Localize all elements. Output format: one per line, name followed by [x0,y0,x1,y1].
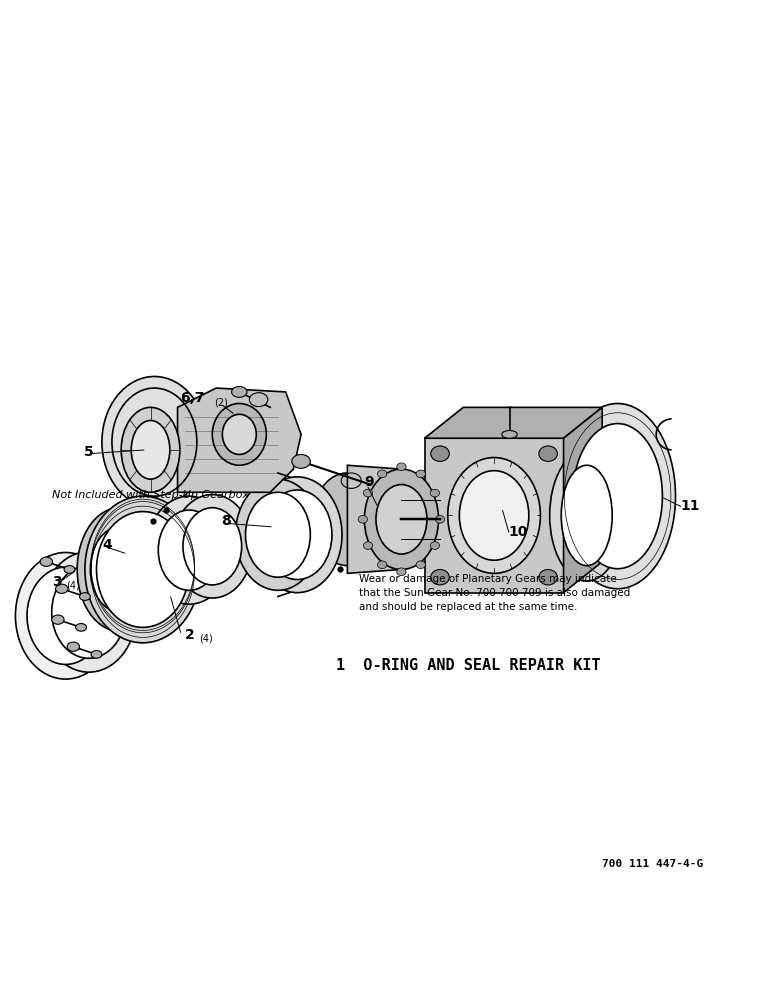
Text: 5: 5 [83,445,93,459]
Ellipse shape [378,561,387,569]
Ellipse shape [147,496,232,604]
Ellipse shape [76,624,86,631]
Text: (4): (4) [199,633,213,643]
Ellipse shape [358,515,367,523]
Ellipse shape [431,569,449,585]
Ellipse shape [91,651,102,658]
Ellipse shape [435,515,445,523]
Text: Wear or damage of Planetary Gears may indicate
that the Sun Gear No. 700 700 709: Wear or damage of Planetary Gears may in… [359,574,630,612]
Ellipse shape [364,489,373,497]
Ellipse shape [90,527,149,612]
Ellipse shape [96,512,189,627]
Ellipse shape [56,584,68,593]
Ellipse shape [573,424,662,569]
Ellipse shape [41,552,137,672]
Ellipse shape [397,463,406,471]
Ellipse shape [222,414,256,454]
Text: 4: 4 [102,538,112,552]
FancyBboxPatch shape [425,438,564,593]
Text: 2: 2 [185,628,195,642]
Ellipse shape [212,403,266,465]
Ellipse shape [431,446,449,461]
Ellipse shape [416,561,425,569]
Ellipse shape [262,490,332,580]
Polygon shape [178,388,301,492]
Ellipse shape [102,376,207,508]
Ellipse shape [448,458,540,573]
Text: 1  O-RING AND SEAL REPAIR KIT: 1 O-RING AND SEAL REPAIR KIT [336,658,601,673]
Ellipse shape [27,567,104,664]
Ellipse shape [67,642,80,651]
Polygon shape [120,496,143,643]
Text: 8: 8 [222,514,232,528]
Ellipse shape [235,479,320,590]
Text: Not Included with Step-Up Gearbox: Not Included with Step-Up Gearbox [52,490,249,500]
Ellipse shape [131,420,170,479]
Ellipse shape [539,569,557,585]
Ellipse shape [172,495,252,598]
Ellipse shape [430,489,439,497]
Ellipse shape [232,387,247,397]
Ellipse shape [249,393,268,407]
Ellipse shape [376,485,427,554]
Ellipse shape [364,542,373,549]
Ellipse shape [560,403,676,589]
Text: 6,7: 6,7 [180,391,205,405]
Text: (2): (2) [215,398,229,408]
Ellipse shape [539,446,557,461]
Ellipse shape [64,566,75,573]
Ellipse shape [52,566,126,658]
Polygon shape [347,465,401,573]
Polygon shape [425,407,602,438]
Ellipse shape [77,508,162,631]
Ellipse shape [80,593,90,600]
Ellipse shape [245,492,310,577]
Ellipse shape [313,473,382,566]
Ellipse shape [15,552,116,679]
Ellipse shape [121,407,180,492]
Ellipse shape [561,465,612,566]
Ellipse shape [550,450,624,581]
Ellipse shape [158,510,220,590]
Ellipse shape [416,470,425,478]
Ellipse shape [52,615,64,624]
Text: 3: 3 [52,575,62,589]
Ellipse shape [459,471,529,560]
Text: 700 111 447-4-G: 700 111 447-4-G [602,859,703,869]
Ellipse shape [40,557,52,566]
Ellipse shape [183,508,242,585]
Polygon shape [564,407,602,593]
Ellipse shape [292,454,310,468]
Text: (4): (4) [66,581,80,591]
Ellipse shape [252,477,342,593]
Ellipse shape [430,542,439,549]
Text: 11: 11 [681,499,700,513]
Ellipse shape [364,469,438,569]
Text: 10: 10 [508,525,527,539]
Ellipse shape [502,431,517,438]
Ellipse shape [85,496,201,643]
Text: 9: 9 [364,475,374,489]
Ellipse shape [397,568,406,576]
Ellipse shape [378,470,387,478]
